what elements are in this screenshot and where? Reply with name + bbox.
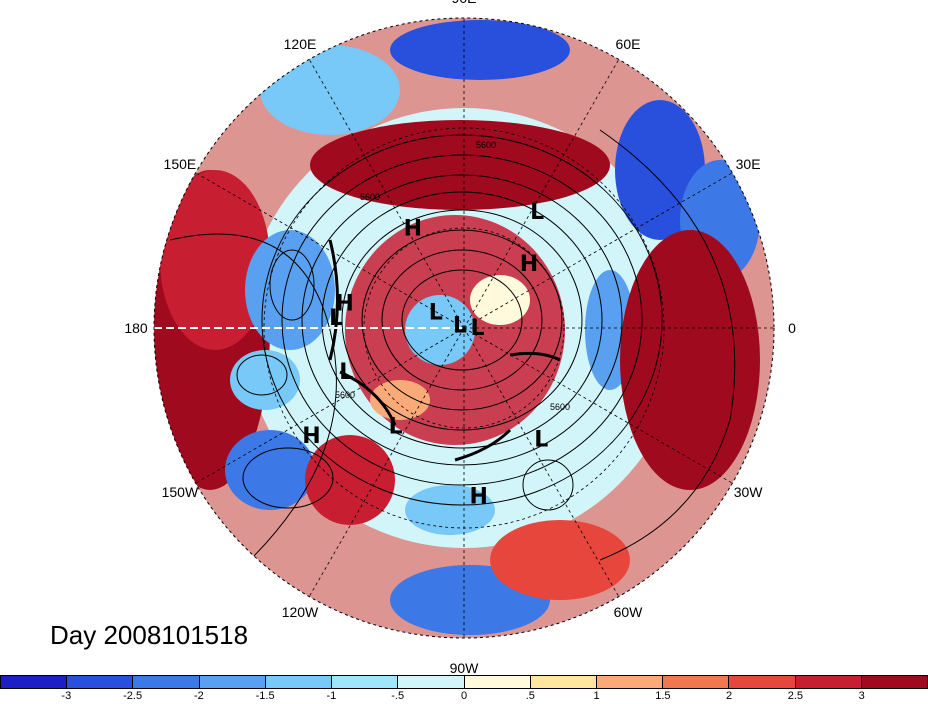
colorbar-tick-label: -1.5 xyxy=(255,690,275,702)
colorbar-box xyxy=(530,676,597,688)
colorbar-box xyxy=(398,676,465,688)
colorbar-tick-label: 1.5 xyxy=(655,690,671,702)
colorbar-box xyxy=(67,676,134,688)
contour-labels: 5600 5600 5600 5600 xyxy=(335,140,570,412)
contour-value-label: 5600 xyxy=(550,402,570,412)
high-pressure-marker: H xyxy=(469,485,487,510)
colorbar-box xyxy=(464,676,531,688)
colorbar-box xyxy=(596,676,664,688)
anomaly-field xyxy=(154,18,774,638)
colorbar-tick-label: 0 xyxy=(460,690,468,702)
colorbar-box xyxy=(861,676,928,688)
colorbar-tick-label: 3 xyxy=(858,690,865,702)
contour-value-label: 5600 xyxy=(360,192,380,202)
colorbar-box xyxy=(1,676,68,688)
colorbar-tick-label: -3 xyxy=(61,690,72,702)
colorbar-tick-label: -2.5 xyxy=(123,690,143,702)
contour-value-label: 5600 xyxy=(476,140,496,150)
high-pressure-marker: H xyxy=(302,424,320,449)
date-title: Day 2008101518 xyxy=(50,620,249,650)
colorbar-box xyxy=(133,676,200,688)
colorbar-box xyxy=(332,676,399,688)
high-pressure-marker: H xyxy=(335,292,353,317)
colorbar-box xyxy=(795,676,862,688)
longitude-label: 90E xyxy=(452,0,477,6)
longitude-labels: 90E 60E 30E 0 30W 60W 90W 120W 150W 180 150E 120E xyxy=(124,0,796,676)
longitude-label: 150E xyxy=(164,156,197,172)
colorbar-ticks: -3 -2.5 -2 -1.5 -1 -.5 0 .5 1 1.5 2 2.5 3 xyxy=(0,690,928,704)
longitude-label: 60W xyxy=(614,604,644,620)
longitude-label: 120E xyxy=(284,36,317,52)
longitude-label: 150W xyxy=(162,484,199,500)
longitude-label: 120W xyxy=(282,604,319,620)
contour-value-label: 5600 xyxy=(335,390,355,400)
longitude-label: 30E xyxy=(736,156,761,172)
longitude-label: 60E xyxy=(616,36,641,52)
low-pressure-marker: L xyxy=(534,427,548,452)
colorbar-tick-label: 1 xyxy=(593,690,600,702)
low-pressure-marker: L xyxy=(470,316,484,341)
colorbar-box xyxy=(663,676,730,688)
longitude-label: 90W xyxy=(450,660,480,676)
low-pressure-marker: L xyxy=(453,314,467,339)
longitude-label: 180 xyxy=(124,320,148,336)
low-pressure-marker: L xyxy=(329,306,343,331)
colorbar-tick-label: .5 xyxy=(525,690,535,702)
low-pressure-marker: L xyxy=(429,301,443,326)
low-pressure-marker: L xyxy=(339,360,353,385)
low-pressure-marker: L xyxy=(530,200,544,225)
colorbar-box xyxy=(729,676,796,688)
colorbar-tick-label: -.5 xyxy=(391,690,405,702)
colorbar-tick-label: 2 xyxy=(726,690,733,702)
colorbar-box xyxy=(265,676,333,688)
high-pressure-marker: H xyxy=(404,217,422,242)
high-pressure-marker: H xyxy=(520,252,538,277)
colorbar-tick-label: -2 xyxy=(194,690,204,702)
longitude-label: 30W xyxy=(734,484,764,500)
colorbar xyxy=(0,675,928,689)
colorbar-tick-label: -1 xyxy=(326,690,337,702)
longitude-label: 0 xyxy=(788,320,796,336)
low-pressure-marker: L xyxy=(389,415,403,440)
colorbar-box xyxy=(199,676,266,688)
colorbar-tick-label: 2.5 xyxy=(787,690,804,702)
